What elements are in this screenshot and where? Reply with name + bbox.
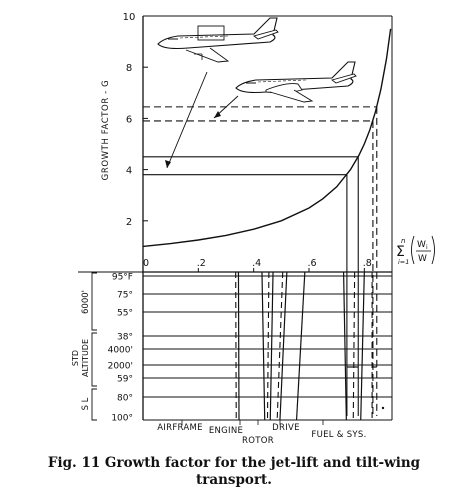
row-label-6: 59° — [117, 375, 133, 385]
tilt-wing-transport-tailplane — [252, 29, 279, 40]
lower-solid-line-3 — [269, 271, 274, 421]
column-label-2: ROTOR — [242, 436, 274, 446]
group-label-6000: 6000' — [81, 290, 91, 314]
lower-solid-line-7 — [360, 271, 365, 421]
lower-dashed-line-4 — [352, 271, 356, 421]
formula-lower: i=1 — [398, 258, 409, 266]
formula-numerator-sub: i — [426, 244, 428, 251]
y-axis-label: GROWTH FACTOR - G — [101, 80, 111, 181]
upper-chart — [142, 15, 392, 416]
row-label-0: 95°F — [112, 273, 133, 283]
x-tick-label-.2: .2 — [197, 258, 206, 269]
tilt-wing-transport-tilt-wing — [197, 25, 225, 41]
jet-lift-transport-windows — [257, 79, 307, 83]
group-bracket-6000 — [91, 272, 97, 331]
formula-paren-left — [411, 235, 415, 265]
group-label-altitude: ALTITUDE — [81, 339, 90, 377]
leader-jet-lift-arrowhead — [214, 111, 221, 118]
leader-tilt-wing-arrowhead — [165, 160, 171, 168]
tilt-wing-transport — [157, 17, 279, 63]
lower-solid-line-1 — [237, 271, 240, 421]
lower-dashed-line-2 — [266, 271, 270, 421]
x-tick-label-0: 0 — [143, 258, 149, 269]
y-tick-label-2: 2 — [126, 217, 132, 228]
caption-line-2: transport. — [195, 472, 272, 488]
formula-numerator: W — [417, 240, 426, 250]
jet-lift-transport-fuselage — [235, 61, 356, 94]
leader-tilt-wing — [166, 71, 208, 169]
formula-denominator: W — [418, 254, 427, 264]
lower-solid-line-6 — [342, 271, 347, 421]
column-label-4: FUEL & SYS. — [311, 430, 366, 440]
y-tick-label-6: 6 — [126, 114, 132, 125]
growth-curve — [142, 28, 392, 248]
jet-lift-transport — [235, 61, 357, 103]
column-label-0: AIRFRAME — [157, 423, 203, 433]
tilt-wing-transport-fuselage — [157, 17, 278, 50]
lower-dashed-line-1 — [235, 271, 237, 421]
row-label-4: 4000' — [108, 346, 133, 356]
tilt-wing-transport-wing — [185, 47, 230, 63]
lower-dashed-line-3 — [276, 271, 284, 421]
row-label-3: 38° — [117, 333, 133, 343]
row-label-1: 75° — [117, 291, 133, 301]
column-label-1: ENGINE — [209, 426, 243, 436]
x-tick-label-.6: .6 — [307, 258, 316, 269]
lower-solid-line-2 — [261, 271, 266, 421]
y-tick-label-4: 4 — [126, 166, 132, 177]
tilt-wing-transport-nacelle — [194, 53, 203, 60]
row-label-8: 100° — [111, 414, 133, 424]
formula-upper: n — [401, 237, 405, 245]
column-label-3: DRIVE — [272, 423, 300, 433]
formula-paren-right — [431, 235, 435, 265]
row-label-5: 2000' — [108, 362, 133, 372]
group-bracket-sl — [91, 388, 97, 421]
row-label-7: 80° — [117, 394, 133, 404]
group-label-sl: S L — [81, 397, 91, 410]
jet-lift-transport-tailplane — [330, 73, 357, 84]
caption-line-1: Fig. 11 Growth factor for the jet-lift a… — [47, 455, 421, 471]
group-bracket-std — [91, 332, 97, 387]
group-label-std: STD — [71, 350, 80, 366]
static-layer — [78, 15, 393, 421]
row-label-2: 55° — [117, 309, 133, 319]
x-tick-label-.4: .4 — [252, 258, 261, 269]
x-tick-label-.8: .8 — [363, 258, 372, 269]
chart-text: 2 4 6 8 10 GROWTH FACTOR - G 0 .2 .4 .6 .8 nΣi=1 W iW… — [71, 12, 435, 446]
formula-sum: Σ — [396, 244, 405, 260]
stray-dot — [381, 406, 385, 410]
figure-caption: Fig. 11 Growth factor for the jet-lift a… — [0, 455, 468, 489]
lower-solid-line-4 — [279, 271, 288, 421]
jet-lift-transport-wing — [269, 89, 314, 103]
lower-solid-line-5 — [295, 271, 306, 421]
lower-chart — [143, 271, 392, 425]
tilt-wing-transport-windows — [179, 35, 229, 39]
y-tick-label-8: 8 — [126, 63, 132, 74]
y-tick-label-10: 10 — [123, 12, 136, 23]
